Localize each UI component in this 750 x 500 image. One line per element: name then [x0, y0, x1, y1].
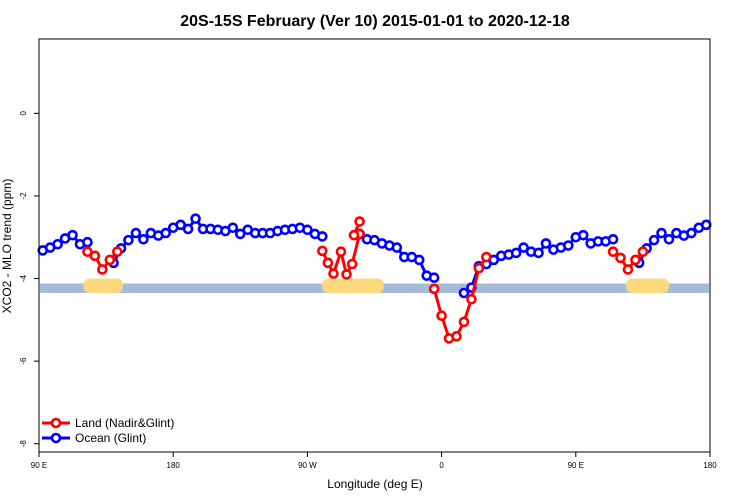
land-data-point [317, 245, 328, 257]
ocean-data-point [428, 272, 440, 284]
land-data-point [341, 269, 352, 280]
land-data-point [436, 310, 447, 322]
land-data-point [451, 331, 462, 342]
ocean-data-point [540, 238, 552, 249]
land-data-point [466, 293, 477, 305]
y-tick-label: -4 [19, 274, 28, 282]
series-layer [37, 213, 712, 344]
x-tick-label: 180 [167, 461, 181, 470]
ocean-data-point [700, 219, 712, 231]
ocean-data-point [686, 227, 697, 239]
ocean-data-point [391, 242, 403, 253]
x-axis: 90 E 180 90 W 0 90 E 180 [31, 452, 717, 470]
ocean-data-point [160, 227, 172, 239]
x-tick-label: 180 [703, 461, 717, 470]
land-data-point [354, 216, 365, 227]
legend-swatch-point [50, 417, 62, 429]
data-density-band [40, 278, 709, 293]
ocean-data-point [182, 223, 194, 235]
ocean-data-point [130, 227, 142, 239]
x-tick-label: 90 E [31, 461, 47, 470]
ocean-data-point [563, 240, 574, 251]
land-data-point [335, 246, 347, 257]
ocean-data-point [663, 234, 675, 245]
ocean-data-point [648, 234, 660, 246]
legend-swatch-point [50, 432, 62, 444]
ocean-data-point [138, 234, 149, 245]
land-data-point [104, 254, 116, 266]
legend: Land (Nadir&Glint)Ocean (Glint) [42, 416, 174, 445]
land-data-point [328, 268, 339, 279]
y-tick-label: -6 [19, 357, 28, 365]
land-density-band-0 [83, 278, 123, 293]
land-data-point [322, 257, 334, 269]
ocean-data-point [235, 228, 246, 240]
y-axis-label: XCO2 - MLO trend (ppm) [0, 179, 14, 314]
land-data-point [458, 316, 470, 328]
x-tick-label: 90 W [298, 461, 317, 470]
land-data-point [111, 246, 123, 257]
ocean-data-point [67, 229, 78, 241]
land-data-point [428, 283, 440, 295]
ocean-data-point [607, 234, 619, 245]
ocean-data-point [52, 238, 63, 250]
land-data-point [348, 229, 360, 241]
y-axis: 0 -2 -4 -6 -8 [19, 111, 39, 448]
x-axis-label: Longitude (deg E) [327, 477, 422, 491]
ocean-data-point [518, 242, 529, 253]
land-data-point [97, 264, 108, 275]
ocean-data-point [510, 247, 522, 259]
ocean-data-point [227, 222, 239, 234]
land-data-point [637, 246, 649, 257]
land-data-point [630, 254, 641, 266]
y-tick-label: -8 [19, 440, 28, 448]
ocean-data-point [302, 224, 313, 236]
land-data-point [607, 246, 619, 257]
ocean-data-point [577, 229, 589, 241]
legend-entry-ocean: Ocean (Glint) [42, 431, 146, 445]
y-tick-label: -2 [19, 192, 28, 200]
y-tick-label: 0 [19, 111, 28, 116]
legend-label: Ocean (Glint) [75, 431, 146, 445]
x-tick-label: 90 E [568, 461, 584, 470]
land-data-point [481, 251, 492, 263]
ocean-data-point [190, 213, 201, 224]
land-data-point [473, 262, 485, 274]
ocean-data-point [317, 231, 328, 242]
legend-label: Land (Nadir&Glint) [75, 416, 174, 430]
ocean-data-point [175, 219, 186, 231]
land-data-point [615, 252, 626, 264]
land-density-band-2 [626, 278, 669, 293]
legend-entry-land: Land (Nadir&Glint) [42, 416, 174, 430]
land-density-band-1 [322, 278, 384, 293]
land-data-point [82, 246, 93, 257]
ocean-data-point [413, 254, 425, 266]
ocean-data-point [123, 234, 134, 246]
land-data-point [346, 258, 358, 270]
chart-title: 20S-15S February (Ver 10) 2015-01-01 to … [180, 13, 570, 30]
x-tick-label: 0 [439, 461, 444, 470]
land-data-point [89, 250, 101, 262]
ocean-data-point [656, 227, 667, 239]
land-data-point [622, 264, 634, 275]
plot-frame [38, 38, 711, 453]
ocean-data-point [82, 236, 93, 248]
ocean-data-point [533, 247, 544, 259]
ocean-data-point [458, 287, 470, 299]
